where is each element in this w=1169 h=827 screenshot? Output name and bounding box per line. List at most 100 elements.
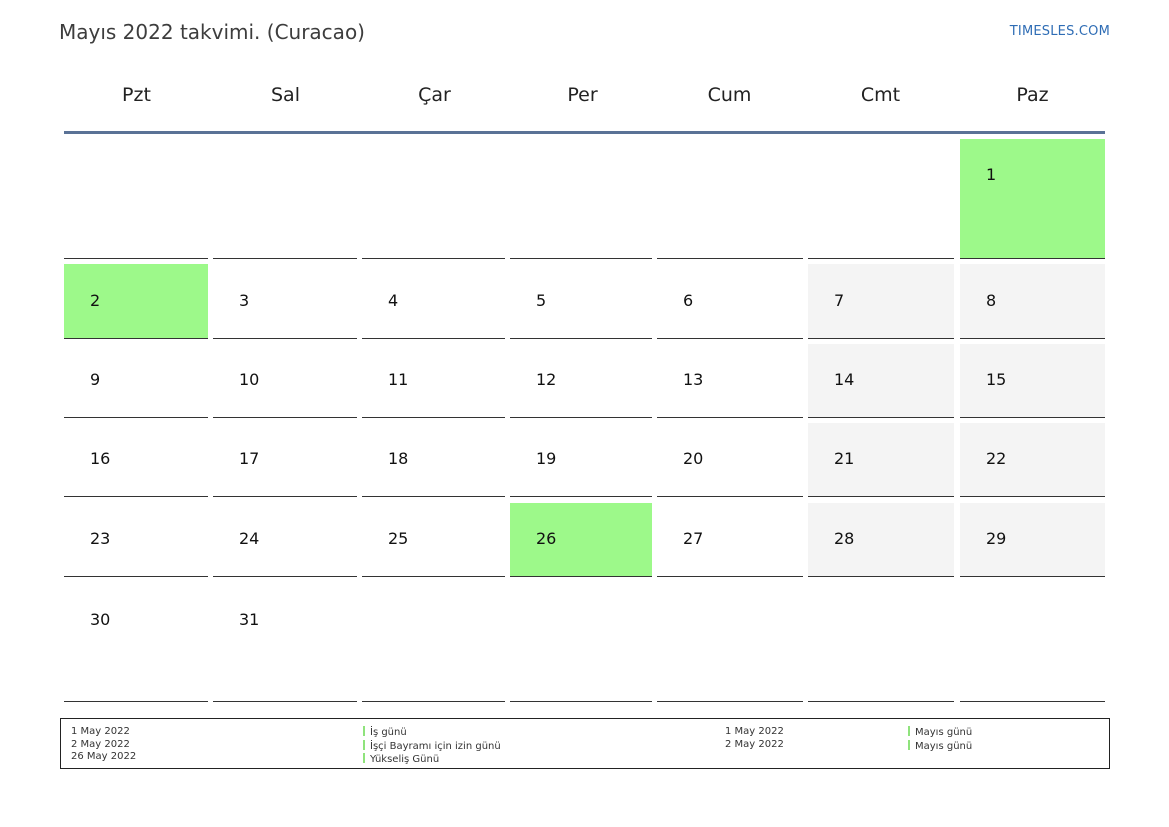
day-number: 12 (536, 370, 557, 389)
legend-holiday-name: Yükseliş Günü (370, 754, 440, 765)
weekday-tue: Sal (271, 84, 300, 106)
empty-cell-wed (362, 139, 505, 259)
day-cell-17[interactable]: 17 (213, 423, 357, 497)
weekday-thu: Per (567, 84, 598, 106)
day-cell-1[interactable]: 1 (960, 139, 1105, 259)
legend-dates-2: 1 May 2022 2 May 2022 (725, 726, 784, 751)
day-cell-30[interactable]: 30 (64, 582, 208, 702)
weekday-sat: Cmt (860, 84, 901, 106)
legend-date: 2 May 2022 (71, 738, 130, 750)
empty-cell-thu (510, 139, 652, 259)
day-number: 19 (536, 449, 557, 468)
empty-cell-thu (510, 582, 652, 702)
day-number: 5 (536, 290, 547, 310)
day-number: 6 (683, 290, 694, 310)
empty-cell-sat (808, 582, 954, 702)
day-cell-18[interactable]: 18 (362, 423, 505, 497)
day-number: 1 (986, 165, 997, 184)
day-cell-13[interactable]: 13 (657, 344, 803, 418)
day-cell-12[interactable]: 12 (510, 344, 652, 418)
holiday-marker (908, 726, 910, 736)
holiday-marker (363, 726, 365, 736)
legend-date: 1 May 2022 (725, 726, 784, 737)
header-divider (64, 131, 1105, 134)
day-cell-29[interactable]: 29 (960, 503, 1105, 577)
day-cell-3[interactable]: 3 (213, 264, 357, 339)
legend-names-2: Mayıs günü Mayıs günü (908, 726, 972, 753)
day-cell-22[interactable]: 22 (960, 423, 1105, 497)
day-cell-20[interactable]: 20 (657, 423, 803, 497)
site-link[interactable]: TIMESLES.COM (1009, 24, 1110, 39)
day-number: 11 (388, 370, 409, 389)
day-number: 14 (834, 370, 855, 389)
weekday-header: Pzt Sal Çar Per Cum Cmt Paz (64, 84, 1105, 114)
day-number: 15 (986, 370, 1007, 389)
day-number: 20 (683, 449, 704, 468)
day-cell-6[interactable]: 6 (657, 264, 803, 339)
weekday-sun: Paz (1016, 84, 1049, 106)
page-title: Mayıs 2022 takvimi. (Curacao) (59, 20, 365, 44)
day-cell-21[interactable]: 21 (808, 423, 954, 497)
legend-date: 2 May 2022 (725, 738, 784, 750)
day-cell-8[interactable]: 8 (960, 264, 1105, 339)
day-number: 9 (90, 370, 101, 389)
legend-date: 26 May 2022 (71, 751, 137, 762)
holiday-marker (363, 739, 365, 750)
empty-cell-sat (808, 139, 954, 259)
legend-dates-1: 1 May 2022 2 May 2022 26 May 2022 (71, 726, 136, 764)
day-number: 7 (834, 290, 845, 310)
day-number: 23 (90, 529, 111, 548)
day-number: 17 (239, 449, 260, 468)
day-number: 4 (388, 290, 399, 310)
day-number: 3 (239, 290, 250, 310)
day-cell-9[interactable]: 9 (64, 344, 208, 418)
day-cell-28[interactable]: 28 (808, 503, 954, 577)
day-cell-4[interactable]: 4 (362, 264, 505, 339)
day-cell-27[interactable]: 27 (657, 503, 803, 577)
holiday-marker (908, 739, 910, 750)
day-number: 16 (90, 449, 111, 468)
legend-holiday-name: Mayıs günü (915, 727, 973, 738)
holiday-legend: 1 May 2022 2 May 2022 26 May 2022 İş gün… (60, 718, 1110, 769)
empty-cell-sun (960, 582, 1105, 702)
day-cell-15[interactable]: 15 (960, 344, 1105, 418)
day-number: 22 (986, 449, 1007, 468)
empty-cell-wed (362, 582, 505, 702)
day-number: 18 (388, 449, 409, 468)
day-number: 28 (834, 529, 855, 548)
day-number: 10 (239, 370, 260, 389)
day-number: 31 (239, 610, 260, 629)
weekday-wed: Çar (418, 84, 451, 106)
legend-holiday-name: İşçi Bayramı için izin günü (370, 740, 501, 752)
weekday-mon: Pzt (122, 84, 151, 106)
day-number: 13 (683, 370, 704, 389)
day-cell-10[interactable]: 10 (213, 344, 357, 418)
day-cell-5[interactable]: 5 (510, 264, 652, 339)
day-number: 8 (986, 290, 997, 310)
legend-date: 1 May 2022 (71, 726, 130, 737)
day-number: 2 (90, 290, 101, 310)
day-cell-26[interactable]: 26 (510, 503, 652, 577)
day-cell-19[interactable]: 19 (510, 423, 652, 497)
day-number: 29 (986, 529, 1007, 548)
day-number: 27 (683, 529, 704, 548)
day-number: 21 (834, 449, 855, 468)
empty-cell-tue (213, 139, 357, 259)
day-cell-31[interactable]: 31 (213, 582, 357, 702)
day-cell-24[interactable]: 24 (213, 503, 357, 577)
empty-cell-fri (657, 582, 803, 702)
day-cell-2[interactable]: 2 (64, 264, 208, 339)
day-cell-11[interactable]: 11 (362, 344, 505, 418)
day-cell-7[interactable]: 7 (808, 264, 954, 339)
day-cell-23[interactable]: 23 (64, 503, 208, 577)
empty-cell-mon (64, 139, 208, 259)
day-number: 30 (90, 610, 111, 629)
day-cell-16[interactable]: 16 (64, 423, 208, 497)
holiday-marker (363, 753, 365, 763)
day-number: 24 (239, 529, 260, 548)
day-cell-25[interactable]: 25 (362, 503, 505, 577)
day-number: 25 (388, 529, 409, 548)
legend-names-1: İş günü İşçi Bayramı için izin günü Yüks… (363, 726, 501, 767)
day-cell-14[interactable]: 14 (808, 344, 954, 418)
legend-holiday-name: Mayıs günü (915, 740, 973, 752)
